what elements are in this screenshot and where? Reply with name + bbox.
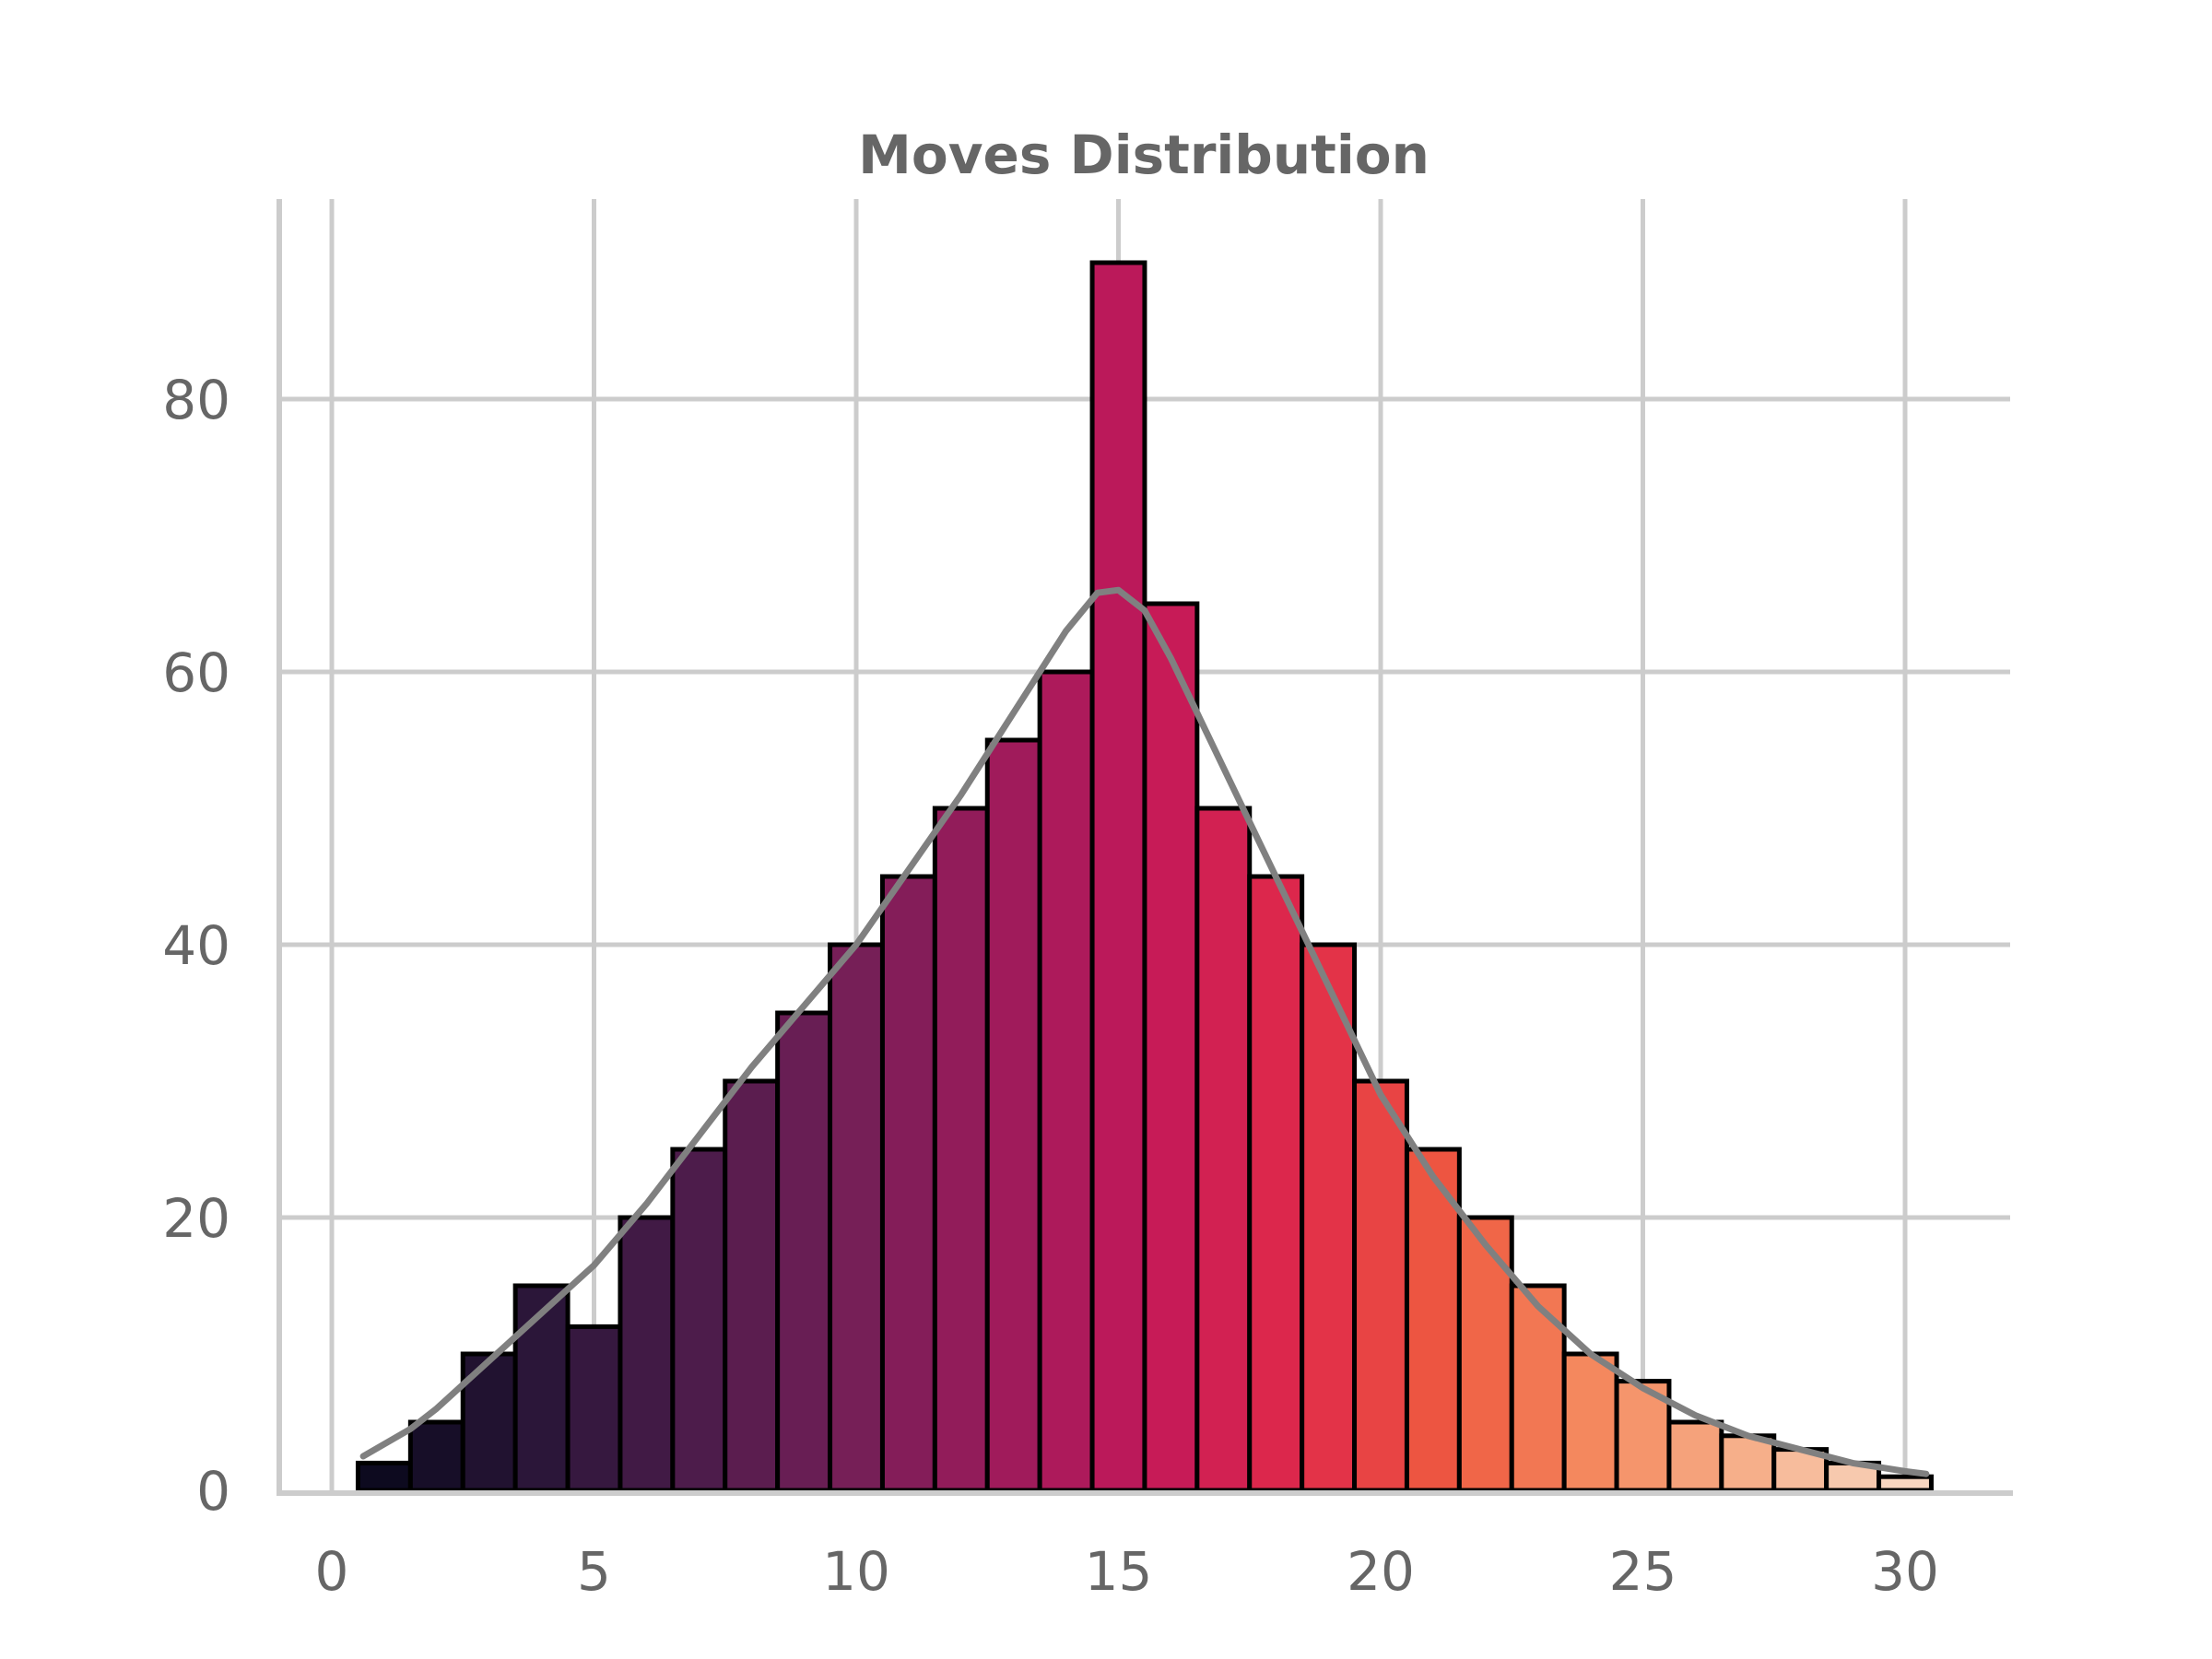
- histogram-bar: [1037, 669, 1095, 1493]
- histogram-bar: [1404, 1147, 1462, 1493]
- histogram-bar: [1142, 601, 1200, 1493]
- histogram-bar: [932, 806, 990, 1493]
- y-tick-labels: 0 20 40 60 80: [162, 369, 230, 1523]
- histogram-bar: [407, 1419, 465, 1493]
- histogram-bar: [1247, 874, 1305, 1493]
- y-tick-label: 40: [162, 914, 230, 977]
- y-tick-label: 0: [196, 1460, 230, 1523]
- histogram-bar: [1561, 1351, 1619, 1493]
- histogram-bar: [1666, 1419, 1724, 1493]
- histogram-bar: [723, 1078, 781, 1493]
- histogram-bar: [1300, 942, 1358, 1493]
- y-tick-label: 60: [162, 641, 230, 704]
- chart-title: Moves Distribution: [858, 124, 1430, 186]
- bars: [355, 260, 1934, 1493]
- histogram-bar: [1719, 1433, 1777, 1493]
- x-tick-label: 15: [1085, 1540, 1153, 1603]
- x-tick-label: 0: [315, 1540, 349, 1603]
- histogram-bar: [775, 1010, 833, 1493]
- histogram-bar: [1509, 1283, 1567, 1493]
- y-tick-label: 20: [162, 1187, 230, 1250]
- x-tick-label: 25: [1609, 1540, 1677, 1603]
- histogram-bar: [355, 1460, 413, 1493]
- x-tick-label: 30: [1871, 1540, 1939, 1603]
- x-tick-label: 10: [822, 1540, 890, 1603]
- x-tick-labels: 0 5 10 15 20 25 30: [315, 1540, 1939, 1603]
- histogram-bar: [670, 1147, 728, 1493]
- histogram-bar: [1352, 1078, 1409, 1493]
- y-tick-label: 80: [162, 369, 230, 431]
- histogram-bar: [618, 1215, 676, 1493]
- kde-curve: [359, 586, 1930, 1477]
- histogram-bar: [984, 737, 1042, 1493]
- histogram-bar: [828, 942, 885, 1493]
- histogram-bar: [879, 874, 937, 1493]
- histogram-bar: [512, 1283, 571, 1493]
- histogram-bar: [1456, 1215, 1514, 1493]
- x-tick-label: 20: [1347, 1540, 1415, 1603]
- x-tick-label: 5: [577, 1540, 611, 1603]
- histogram-bar: [1194, 806, 1253, 1493]
- histogram-bar: [565, 1324, 623, 1493]
- histogram-bar: [1877, 1474, 1934, 1493]
- histogram-bar: [1089, 260, 1147, 1493]
